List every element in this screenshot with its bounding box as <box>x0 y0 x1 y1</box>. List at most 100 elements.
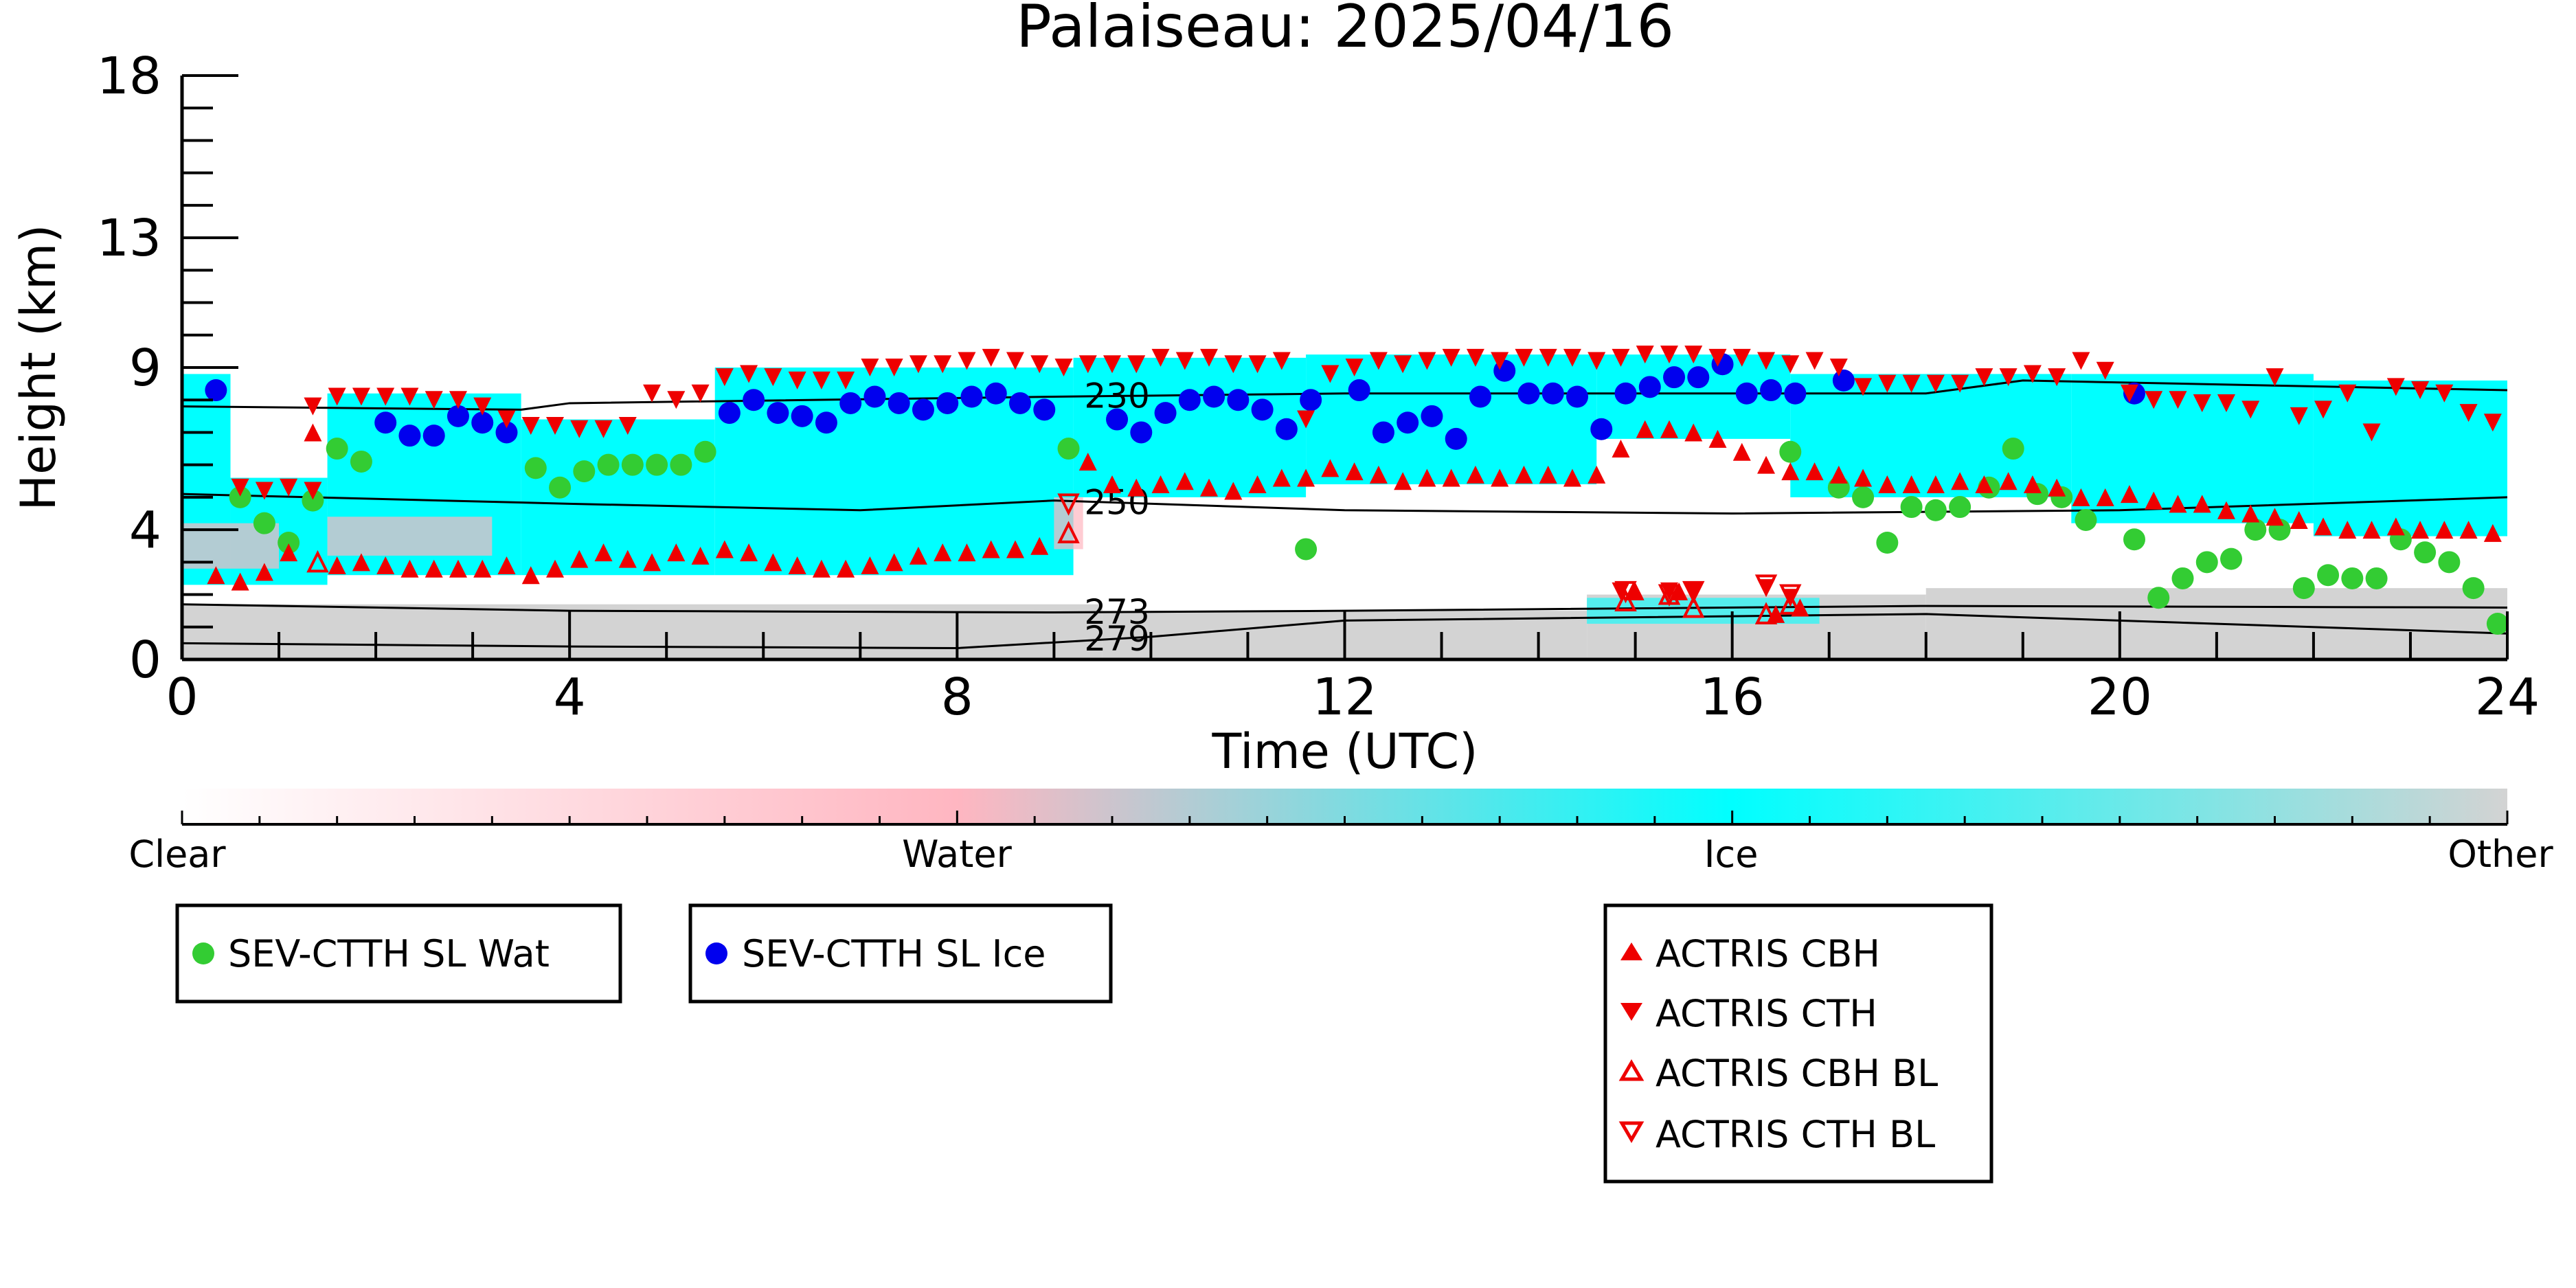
marker-actris-cbh-13 <box>521 566 540 585</box>
marker-sev-ctth-sl-wat-11 <box>646 453 668 476</box>
marker-actris-cth-37 <box>1103 355 1121 374</box>
legend-marker-sev-wat <box>192 942 214 964</box>
x-tick-label-4: 4 <box>554 668 586 727</box>
isotherm-250 <box>182 493 2507 515</box>
marker-sev-ctth-sl-ice-44 <box>1687 366 1710 389</box>
marker-actris-cbh-14 <box>546 559 565 578</box>
marker-actris-cth-72 <box>1951 374 1969 393</box>
marker-actris-cbh-29 <box>909 546 927 565</box>
marker-actris-cbh-66 <box>1829 465 1848 484</box>
marker-actris-cth-86 <box>2290 407 2308 425</box>
marker-sev-ctth-sl-ice-43 <box>1663 366 1686 389</box>
marker-actris-cth-54 <box>1515 348 1533 367</box>
marker-actris-cbh-30 <box>934 543 952 562</box>
marker-sev-ctth-sl-wat-19 <box>1876 532 1899 554</box>
marker-sev-ctth-sl-ice-14 <box>888 392 910 414</box>
marker-actris-cth-64 <box>1757 352 1776 370</box>
marker-actris-cbh-82 <box>2217 501 2235 519</box>
marker-actris-cbh-6 <box>352 553 370 572</box>
marker-sev-ctth-sl-wat-20 <box>1900 496 1923 519</box>
marker-sev-ctth-sl-wat-27 <box>2075 508 2097 531</box>
marker-actris-cbh-90 <box>2411 521 2430 539</box>
ice-region-9 <box>2071 374 2314 523</box>
legend-label-actris-cth-bl: ACTRIS CTH BL <box>1656 1113 1935 1156</box>
marker-sev-ctth-sl-wat-22 <box>1949 496 1971 519</box>
marker-actris-cth-19 <box>667 391 686 409</box>
marker-actris-cbh-39 <box>1175 472 1194 490</box>
marker-sev-ctth-sl-ice-38 <box>1541 382 1564 405</box>
marker-sev-ctth-sl-ice-33 <box>1421 405 1443 427</box>
axes: 0 4 9 13 18 0 4 8 12 16 20 24 <box>97 47 2540 727</box>
marker-sev-ctth-sl-ice-31 <box>1372 421 1394 444</box>
marker-sev-ctth-sl-ice-3 <box>422 425 445 447</box>
marker-sev-ctth-sl-ice-12 <box>839 392 862 414</box>
marker-actris-cbh-60 <box>1684 423 1703 442</box>
marker-actris-cth-50 <box>1418 352 1436 370</box>
marker-actris-cbh-26 <box>837 559 855 578</box>
marker-actris-cth-44 <box>1272 352 1291 370</box>
marker-actris-cth-22 <box>740 365 758 383</box>
marker-actris-cth-81 <box>2169 391 2187 409</box>
x-tick-label-20: 20 <box>2088 668 2152 727</box>
marker-actris-cth-89 <box>2362 423 2381 442</box>
marker-actris-cbh-3 <box>280 543 298 562</box>
marker-actris-cth-24 <box>788 371 806 389</box>
marker-sev-ctth-sl-wat-15 <box>1295 538 1318 561</box>
marker-actris-cbh-80 <box>2169 495 2187 513</box>
marker-actris-cth-bl-0 <box>1057 493 1080 516</box>
marker-actris-cbh-28 <box>885 553 903 572</box>
marker-actris-cth-bl-4 <box>1754 574 1778 597</box>
marker-sev-ctth-sl-ice-5 <box>471 411 494 434</box>
marker-actris-cbh-23 <box>764 553 782 572</box>
marker-actris-cbh-76 <box>2072 488 2090 506</box>
marker-actris-cbh-73 <box>1999 472 2018 490</box>
marker-actris-cth-49 <box>1394 355 1412 374</box>
marker-actris-cth-67 <box>1829 359 1848 376</box>
marker-actris-cth-18 <box>643 384 662 403</box>
marker-actris-cbh-48 <box>1394 472 1412 490</box>
marker-actris-cth-14 <box>546 417 565 435</box>
marker-actris-cbh-52 <box>1491 468 1509 487</box>
marker-actris-cbh-9 <box>425 559 443 578</box>
marker-actris-cth-46 <box>1321 365 1340 383</box>
marker-actris-cth-32 <box>982 348 1000 367</box>
marker-actris-cbh-93 <box>2483 523 2502 542</box>
marker-actris-cbh-84 <box>2266 508 2284 526</box>
marker-sev-ctth-sl-ice-9 <box>767 402 789 425</box>
marker-actris-cth-57 <box>1588 352 1606 370</box>
marker-actris-cth-93 <box>2459 404 2478 422</box>
marker-actris-cbh-64 <box>1781 462 1800 481</box>
marker-actris-cbh-37 <box>1127 478 1146 497</box>
marker-actris-cth-56 <box>1563 348 1581 367</box>
legend: SEV-CTTH SL Wat SEV-CTTH SL Ice ACTRIS C… <box>175 903 1993 1184</box>
marker-sev-ctth-sl-ice-21 <box>1106 408 1129 431</box>
marker-actris-cth-84 <box>2241 400 2260 419</box>
marker-actris-cbh-67 <box>1854 468 1873 487</box>
x-tick-label-12: 12 <box>1312 668 1377 727</box>
marker-sev-ctth-sl-ice-20 <box>1033 398 1056 421</box>
marker-actris-cbh-83 <box>2241 504 2260 523</box>
marker-sev-ctth-sl-ice-15 <box>912 398 934 421</box>
marker-actris-cth-12 <box>497 410 516 429</box>
marker-actris-cbh-19 <box>667 543 686 562</box>
marker-sev-ctth-sl-ice-1 <box>374 411 397 434</box>
marker-actris-cbh-2 <box>255 563 273 581</box>
marker-sev-ctth-sl-ice-27 <box>1251 398 1274 421</box>
marker-actris-cth-36 <box>1078 355 1097 374</box>
marker-actris-cbh-bl-0 <box>306 550 329 573</box>
marker-sev-ctth-sl-wat-41 <box>2438 551 2461 574</box>
marker-sev-ctth-sl-wat-42 <box>2462 577 2485 600</box>
marker-sev-ctth-sl-ice-13 <box>863 385 886 408</box>
marker-actris-cth-35 <box>1054 359 1073 376</box>
marker-actris-cbh-56 <box>1588 465 1606 484</box>
colorbar-label-other: Other <box>2448 833 2553 876</box>
marker-actris-cth-39 <box>1151 348 1170 367</box>
isotherm-273 <box>182 603 2507 614</box>
marker-actris-cbh-27 <box>861 556 879 575</box>
marker-actris-cth-61 <box>1684 346 1703 364</box>
marker-sev-ctth-sl-ice-24 <box>1178 389 1201 411</box>
marker-actris-cth-92 <box>2435 384 2454 403</box>
legend-label-actris-cbh-bl: ACTRIS CBH BL <box>1656 1052 1938 1095</box>
marker-sev-ctth-sl-ice-4 <box>447 405 469 427</box>
marker-actris-cth-58 <box>1612 348 1630 367</box>
